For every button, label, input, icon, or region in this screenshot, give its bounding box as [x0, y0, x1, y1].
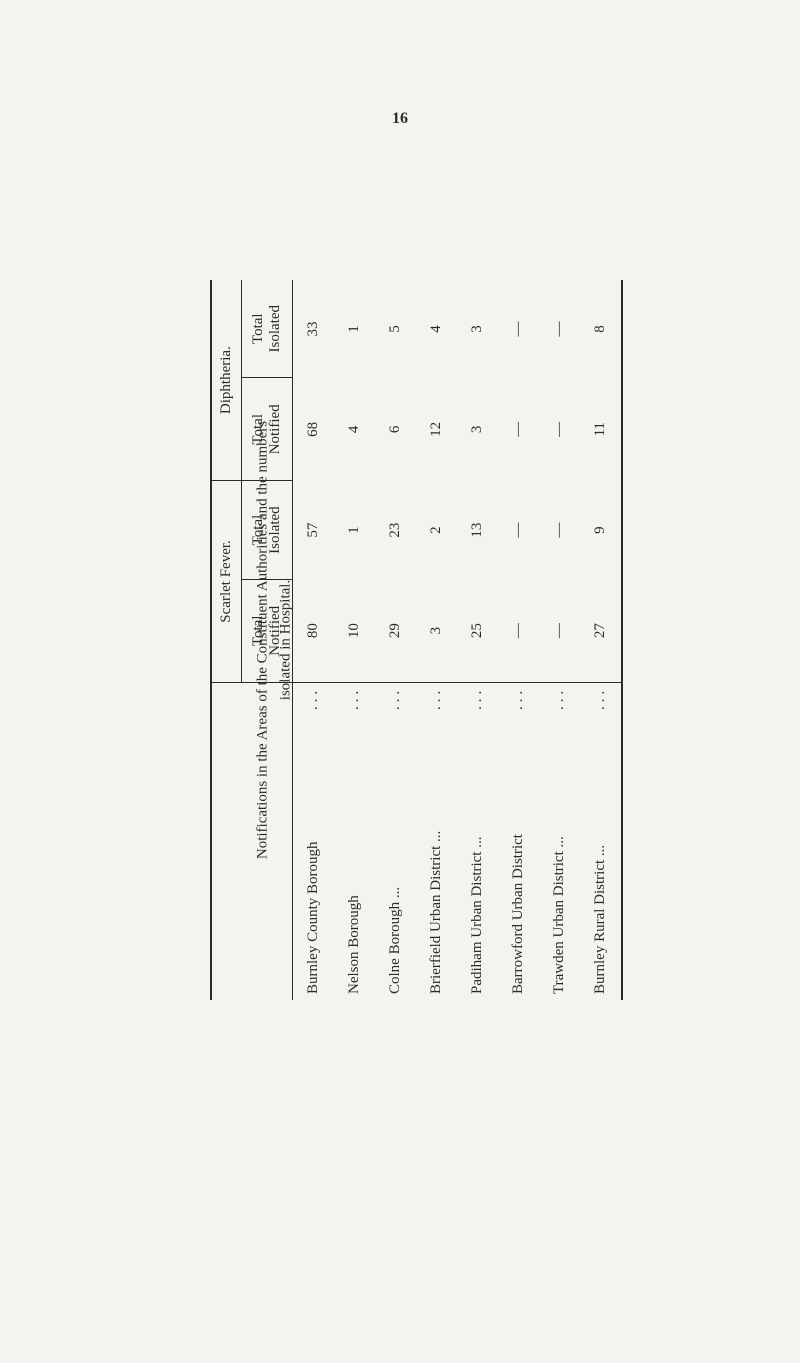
dots: ...	[334, 682, 375, 714]
dots: ...	[416, 682, 457, 714]
cell-sf-isolated: 57	[293, 481, 335, 580]
table-row: Nelson Borough ... 10 1 4 1	[334, 280, 375, 1000]
table-bottom-border	[622, 280, 623, 1000]
row-label: Burnley County Borough	[293, 714, 335, 1000]
sub-header-sf-isolated: TotalIsolated	[242, 481, 293, 580]
cell-sf-isolated: —	[498, 481, 539, 580]
page-number: 16	[392, 110, 408, 128]
notifications-table: Scarlet Fever. Diphtheria. TotalNotified…	[210, 280, 623, 1000]
dots: ...	[580, 682, 622, 714]
cell-sf-notified: 25	[457, 579, 498, 682]
sub-header-d-notified: TotalNotified	[242, 378, 293, 481]
table-row: Barrowford Urban District ... — — — —	[498, 280, 539, 1000]
cell-sf-isolated: 13	[457, 481, 498, 580]
row-label: Barrowford Urban District	[498, 714, 539, 1000]
cell-d-notified: —	[539, 378, 580, 481]
group-header-scarlet: Scarlet Fever.	[211, 481, 242, 682]
cell-d-notified: —	[498, 378, 539, 481]
cell-sf-notified: —	[498, 579, 539, 682]
table-row: Brierfield Urban District ... ... 3 2 12…	[416, 280, 457, 1000]
table-row: Colne Borough ... ... 29 23 6 5	[375, 280, 416, 1000]
group-header-diphtheria: Diphtheria.	[211, 280, 242, 481]
cell-d-notified: 6	[375, 378, 416, 481]
cell-d-isolated: —	[498, 280, 539, 378]
cell-sf-notified: —	[539, 579, 580, 682]
row-label-spacer	[211, 714, 293, 1000]
row-label: Nelson Borough	[334, 714, 375, 1000]
cell-d-isolated: 3	[457, 280, 498, 378]
cell-d-notified: 3	[457, 378, 498, 481]
dots: ...	[498, 682, 539, 714]
cell-d-isolated: 1	[334, 280, 375, 378]
cell-d-isolated: 33	[293, 280, 335, 378]
content-area: Notifications in the Areas of the Consti…	[90, 280, 710, 1000]
row-label: Brierfield Urban District ...	[416, 714, 457, 1000]
table-row: Burnley Rural District ... ... 27 9 11 8	[580, 280, 622, 1000]
table-row: Trawden Urban District ... ... — — — —	[539, 280, 580, 1000]
cell-d-notified: 11	[580, 378, 622, 481]
cell-sf-notified: 27	[580, 579, 622, 682]
cell-d-isolated: —	[539, 280, 580, 378]
cell-d-isolated: 4	[416, 280, 457, 378]
row-label: Padiham Urban District ...	[457, 714, 498, 1000]
cell-sf-notified: 80	[293, 579, 335, 682]
cell-d-isolated: 5	[375, 280, 416, 378]
dots: ...	[457, 682, 498, 714]
cell-sf-isolated: 9	[580, 481, 622, 580]
cell-sf-isolated: 2	[416, 481, 457, 580]
row-label: Burnley Rural District ...	[580, 714, 622, 1000]
table-container: Scarlet Fever. Diphtheria. TotalNotified…	[90, 400, 800, 880]
cell-d-notified: 12	[416, 378, 457, 481]
cell-sf-notified: 29	[375, 579, 416, 682]
sub-header-sf-notified: TotalNotified	[242, 579, 293, 682]
rotated-table-inner: Scarlet Fever. Diphtheria. TotalNotified…	[210, 280, 690, 1000]
cell-d-notified: 4	[334, 378, 375, 481]
cell-sf-notified: 10	[334, 579, 375, 682]
cell-d-isolated: 8	[580, 280, 622, 378]
row-label: Colne Borough ...	[375, 714, 416, 1000]
cell-sf-isolated: —	[539, 481, 580, 580]
dots: ...	[293, 682, 335, 714]
dots: ...	[375, 682, 416, 714]
sub-header-d-isolated: TotalIsolated	[242, 280, 293, 378]
table-row: Padiham Urban District ... ... 25 13 3 3	[457, 280, 498, 1000]
cell-sf-isolated: 23	[375, 481, 416, 580]
spacer	[211, 682, 293, 714]
cell-d-notified: 68	[293, 378, 335, 481]
table-row: Burnley County Borough ... 80 57 68 33	[293, 280, 335, 1000]
row-label: Trawden Urban District ...	[539, 714, 580, 1000]
dots: ...	[539, 682, 580, 714]
cell-sf-isolated: 1	[334, 481, 375, 580]
cell-sf-notified: 3	[416, 579, 457, 682]
